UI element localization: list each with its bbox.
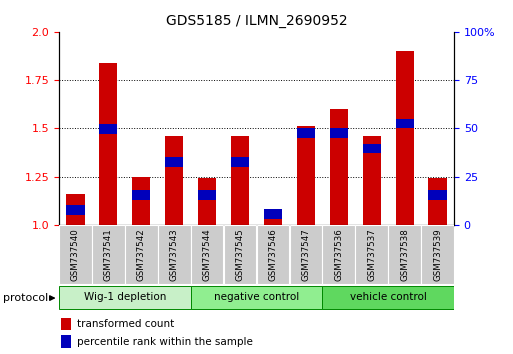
Bar bbox=[330, 128, 348, 138]
Bar bbox=[396, 119, 413, 128]
Bar bbox=[165, 136, 183, 225]
FancyBboxPatch shape bbox=[191, 225, 224, 284]
Bar bbox=[428, 178, 447, 225]
FancyBboxPatch shape bbox=[125, 225, 157, 284]
FancyBboxPatch shape bbox=[421, 225, 454, 284]
Text: GSM737541: GSM737541 bbox=[104, 228, 113, 281]
Bar bbox=[297, 128, 315, 138]
Text: GSM737547: GSM737547 bbox=[301, 228, 310, 281]
Bar bbox=[165, 157, 183, 167]
Bar bbox=[330, 109, 348, 225]
Bar bbox=[66, 194, 85, 225]
FancyBboxPatch shape bbox=[289, 225, 322, 284]
Text: GSM737543: GSM737543 bbox=[170, 228, 179, 281]
Bar bbox=[428, 190, 447, 200]
Text: GSM737542: GSM737542 bbox=[137, 228, 146, 281]
Bar bbox=[61, 335, 71, 348]
Bar bbox=[264, 209, 282, 219]
Bar bbox=[100, 125, 117, 134]
Bar bbox=[132, 177, 150, 225]
Text: GSM737544: GSM737544 bbox=[203, 228, 212, 281]
Text: GSM737545: GSM737545 bbox=[235, 228, 245, 281]
Bar bbox=[231, 157, 249, 167]
FancyBboxPatch shape bbox=[323, 225, 355, 284]
Text: GSM737540: GSM737540 bbox=[71, 228, 80, 281]
Text: transformed count: transformed count bbox=[77, 319, 174, 329]
FancyBboxPatch shape bbox=[356, 225, 388, 284]
Title: GDS5185 / ILMN_2690952: GDS5185 / ILMN_2690952 bbox=[166, 14, 347, 28]
FancyBboxPatch shape bbox=[224, 225, 256, 284]
FancyBboxPatch shape bbox=[59, 286, 191, 309]
Text: GSM737536: GSM737536 bbox=[334, 228, 343, 281]
Bar bbox=[264, 209, 282, 225]
Text: GSM737539: GSM737539 bbox=[433, 229, 442, 281]
Bar bbox=[396, 51, 413, 225]
FancyBboxPatch shape bbox=[158, 225, 190, 284]
FancyBboxPatch shape bbox=[191, 286, 322, 309]
FancyBboxPatch shape bbox=[388, 225, 421, 284]
Text: vehicle control: vehicle control bbox=[350, 292, 427, 302]
FancyBboxPatch shape bbox=[256, 225, 289, 284]
FancyBboxPatch shape bbox=[92, 225, 125, 284]
Text: GSM737546: GSM737546 bbox=[268, 228, 278, 281]
Bar bbox=[132, 190, 150, 200]
FancyBboxPatch shape bbox=[59, 225, 92, 284]
Text: protocol: protocol bbox=[3, 293, 48, 303]
Bar bbox=[66, 205, 85, 215]
Text: GSM737538: GSM737538 bbox=[400, 228, 409, 281]
Bar bbox=[198, 178, 216, 225]
Text: GSM737537: GSM737537 bbox=[367, 228, 376, 281]
FancyBboxPatch shape bbox=[322, 286, 454, 309]
Bar bbox=[61, 318, 71, 330]
Bar bbox=[231, 136, 249, 225]
Bar bbox=[100, 63, 117, 225]
Bar bbox=[363, 144, 381, 153]
Text: negative control: negative control bbox=[214, 292, 299, 302]
Text: Wig-1 depletion: Wig-1 depletion bbox=[84, 292, 166, 302]
Bar bbox=[363, 136, 381, 225]
Bar bbox=[297, 126, 315, 225]
Bar bbox=[198, 190, 216, 200]
Text: percentile rank within the sample: percentile rank within the sample bbox=[77, 337, 253, 347]
